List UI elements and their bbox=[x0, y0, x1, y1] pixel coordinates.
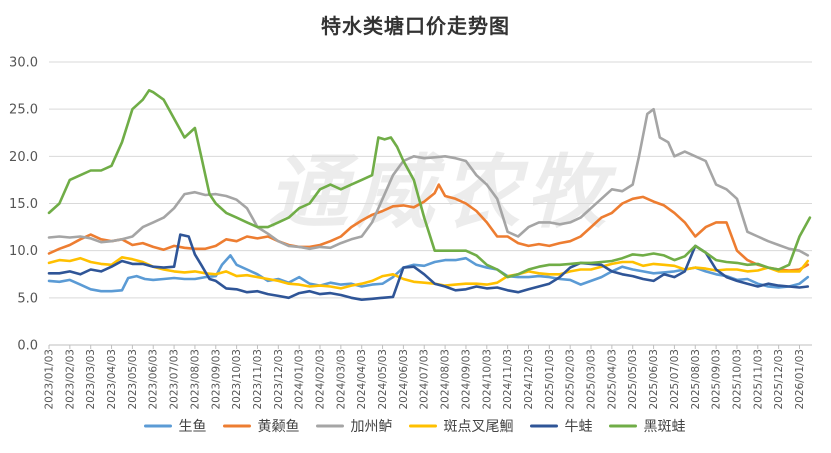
x-tick-label: 2025/01/03 bbox=[544, 349, 556, 410]
legend-label-加州鲈: 加州鲈 bbox=[351, 419, 393, 435]
series-line-斑点叉尾鮰 bbox=[47, 256, 810, 290]
x-tick-label: 2023/06/03 bbox=[148, 349, 160, 410]
x-tick-label: 2025/05/03 bbox=[627, 349, 639, 410]
x-tick-label: 2025/07/03 bbox=[669, 349, 681, 410]
series-line-牛蛙 bbox=[47, 233, 810, 301]
x-axis: 2023/01/03 2023/02/03 2023/03/03 2023/04/03… bbox=[44, 345, 806, 410]
x-tick-label: 2025/12/03 bbox=[773, 349, 785, 410]
x-tick-label: 2024/06/03 bbox=[398, 349, 410, 410]
x-tick-label: 2024/05/03 bbox=[377, 349, 389, 410]
x-tick-label: 2023/04/03 bbox=[106, 349, 118, 410]
legend-label-黑斑蛙: 黑斑蛙 bbox=[644, 419, 686, 435]
x-tick-label: 2025/02/03 bbox=[565, 349, 577, 410]
y-tick-label: 30.0 bbox=[9, 56, 38, 71]
x-tick-label: 2024/08/03 bbox=[440, 349, 452, 410]
x-tick-label: 2023/01/03 bbox=[44, 349, 56, 410]
x-tick-label: 2023/03/03 bbox=[85, 349, 97, 410]
y-tick-label: 20.0 bbox=[9, 150, 38, 165]
legend-label-牛蛙: 牛蛙 bbox=[565, 419, 593, 435]
legend-label-生鱼: 生鱼 bbox=[179, 418, 207, 435]
x-tick-label: 2025/10/03 bbox=[731, 349, 743, 410]
legend-label-斑点叉尾鮰: 斑点叉尾鮰 bbox=[444, 419, 514, 435]
x-tick-label: 2025/08/03 bbox=[690, 349, 702, 410]
y-tick-label: 0.0 bbox=[17, 339, 38, 354]
y-axis: 0.0 5.0 10.0 15.0 20.0 25.0 30.0 bbox=[9, 56, 38, 354]
x-tick-label: 2023/10/03 bbox=[231, 349, 243, 410]
x-tick-label: 2025/04/03 bbox=[606, 349, 618, 410]
x-tick-label: 2023/05/03 bbox=[127, 349, 139, 410]
x-tick-label: 2023/08/03 bbox=[189, 349, 201, 410]
x-tick-label: 2025/11/03 bbox=[752, 349, 764, 410]
x-tick-label: 2025/03/03 bbox=[586, 349, 598, 410]
x-tick-label: 2024/11/03 bbox=[502, 349, 514, 410]
x-tick-label: 2024/02/03 bbox=[315, 349, 327, 410]
x-tick-label: 2023/11/03 bbox=[252, 349, 264, 410]
x-tick-label: 2024/04/03 bbox=[356, 349, 368, 410]
series-line-黑斑蛙 bbox=[47, 89, 812, 279]
x-tick-label: 2024/12/03 bbox=[523, 349, 535, 410]
x-tick-label: 2024/10/03 bbox=[481, 349, 493, 410]
x-tick-label: 2025/06/03 bbox=[648, 349, 660, 410]
x-tick-label: 2026/01/03 bbox=[794, 349, 806, 410]
x-tick-label: 2023/02/03 bbox=[64, 349, 76, 410]
x-tick-label: 2023/09/03 bbox=[210, 349, 222, 410]
legend: 生鱼 黄颡鱼 加州鲈 斑点叉尾鮰 牛蛙 黑斑蛙 bbox=[144, 418, 686, 435]
x-tick-label: 2025/09/03 bbox=[711, 349, 723, 410]
chart-title: 特水类塘口价走势图 bbox=[321, 14, 510, 38]
series-line-生鱼 bbox=[47, 254, 810, 293]
y-tick-label: 15.0 bbox=[9, 197, 38, 212]
x-tick-label: 2024/03/03 bbox=[335, 349, 347, 410]
x-tick-label: 2023/07/03 bbox=[169, 349, 181, 410]
legend-label-黄颡鱼: 黄颡鱼 bbox=[258, 418, 300, 435]
y-tick-label: 25.0 bbox=[9, 103, 38, 118]
x-tick-label: 2024/01/03 bbox=[294, 349, 306, 410]
x-tick-label: 2024/09/03 bbox=[460, 349, 472, 410]
y-tick-label: 5.0 bbox=[17, 291, 38, 306]
series-lines bbox=[47, 89, 812, 301]
series-line-加州鲈 bbox=[47, 107, 810, 257]
y-tick-label: 10.0 bbox=[9, 244, 38, 259]
x-tick-label: 2024/07/03 bbox=[419, 349, 431, 410]
gridlines bbox=[49, 61, 812, 346]
x-tick-label: 2023/12/03 bbox=[273, 349, 285, 410]
